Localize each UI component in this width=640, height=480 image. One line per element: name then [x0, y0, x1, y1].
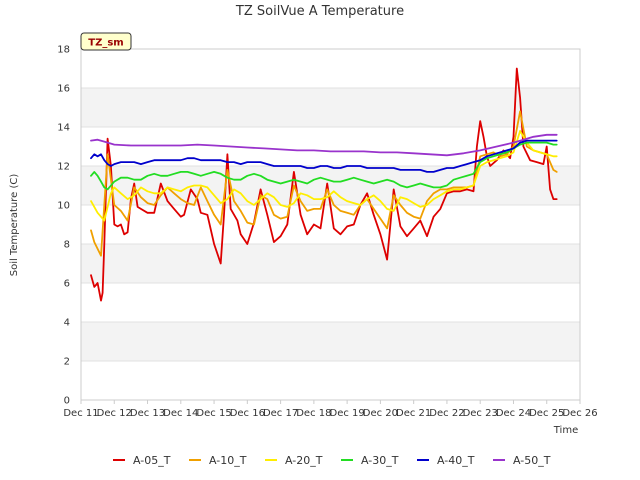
x-tick-label: Dec 16 [230, 408, 265, 419]
y-tick-label: 10 [57, 201, 70, 212]
plot-band [81, 244, 580, 283]
tz-sm-tag-label: TZ_sm [88, 38, 123, 49]
legend-label: A-10_T [209, 454, 247, 467]
plot-band [81, 49, 580, 88]
series-line-a-10-t [90, 110, 558, 257]
legend-label: A-20_T [285, 454, 323, 467]
legend-label: A-05_T [133, 454, 171, 467]
series-line-a-05-t [90, 67, 558, 302]
y-tick-label: 18 [57, 45, 70, 56]
tz-sm-tag: TZ_sm [80, 32, 132, 51]
legend: A-05_T A-10_T A-20_T A-30_T A-40_T A-50_T [113, 454, 551, 467]
y-tick-label: 0 [64, 396, 70, 407]
plot-band [81, 283, 580, 322]
x-tick-label: Dec 26 [562, 408, 597, 419]
y-axis-ticks: 0 2 4 6 8 10 12 14 16 18 [57, 45, 70, 407]
x-tick-label: Dec 17 [263, 408, 298, 419]
x-tick-label: Dec 19 [330, 408, 365, 419]
plot-band [81, 322, 580, 361]
series-line-a-50-t [90, 133, 558, 157]
x-tick-label: Dec 24 [496, 408, 531, 419]
x-tick-label: Dec 15 [196, 408, 231, 419]
x-tick-label: Dec 12 [97, 408, 132, 419]
legend-label: A-40_T [437, 454, 475, 467]
plot-band [81, 361, 580, 400]
x-tick-label: Dec 13 [130, 408, 165, 419]
y-tick-label: 14 [57, 123, 70, 134]
y-tick-label: 12 [57, 162, 70, 173]
series-line-a-30-t [90, 141, 558, 191]
y-tick-label: 2 [64, 357, 70, 368]
plot-frame [80, 48, 581, 401]
plot-band [81, 88, 580, 127]
x-tick-label: Dec 25 [529, 408, 564, 419]
x-axis-label: Time [553, 425, 578, 436]
x-tick-label: Dec 14 [163, 408, 198, 419]
chart-title: TZ SoilVue A Temperature [235, 4, 404, 19]
x-tick-label: Dec 23 [463, 408, 498, 419]
series-line-a-20-t [90, 129, 558, 222]
y-axis-label: Soil Temperature (C) [9, 174, 20, 277]
plot-background-bands [81, 49, 580, 400]
x-tick-label: Dec 11 [63, 408, 98, 419]
y-tick-label: 4 [64, 318, 70, 329]
series-lines [90, 67, 558, 302]
series-line-a-40-t [90, 139, 558, 173]
x-tick-label: Dec 20 [363, 408, 398, 419]
legend-label: A-30_T [361, 454, 399, 467]
y-tick-label: 6 [64, 279, 70, 290]
x-tick-label: Dec 22 [429, 408, 464, 419]
y-tick-label: 8 [64, 240, 70, 251]
y-tick-label: 16 [57, 84, 70, 95]
legend-label: A-50_T [513, 454, 551, 467]
x-tick-label: Dec 18 [296, 408, 331, 419]
x-tick-label: Dec 21 [396, 408, 431, 419]
